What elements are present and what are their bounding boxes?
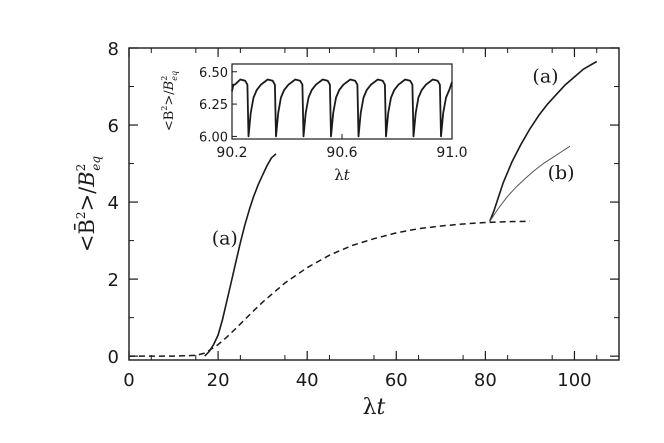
annotation-label: (a) bbox=[212, 227, 238, 249]
inset-x-tick-label: 90.2 bbox=[216, 145, 247, 161]
y-tick-label: 4 bbox=[108, 193, 119, 214]
inset-y-tick-label: 6.25 bbox=[199, 98, 228, 113]
inset-series-line bbox=[231, 78, 453, 138]
y-tick-label: 6 bbox=[108, 116, 119, 137]
main-y-ticks: 0 2 4 6 8 bbox=[108, 39, 619, 368]
y-tick-label: 8 bbox=[108, 39, 119, 60]
series-line-1 bbox=[204, 153, 277, 357]
main-series-group bbox=[129, 60, 598, 357]
x-tick-label: 60 bbox=[385, 370, 408, 391]
inset-plot-frame bbox=[231, 63, 453, 140]
x-tick-label: 20 bbox=[207, 370, 230, 391]
x-tick-label: 40 bbox=[296, 370, 319, 391]
series-line-2 bbox=[489, 60, 598, 222]
main-annotations: (a) (a) (b) bbox=[212, 66, 575, 250]
inset-x-tick-label: 90.6 bbox=[326, 145, 357, 161]
svg-text:<B̄2>/B2eq: <B̄2>/B2eq bbox=[74, 156, 103, 253]
inset-y-tick-label: 6.50 bbox=[199, 66, 228, 81]
main-y-axis-label: <B̄2>/B2eq bbox=[74, 156, 103, 253]
inset-y-axis-label: <B2>/B2eq bbox=[160, 71, 179, 131]
annotation-label: (b) bbox=[548, 162, 575, 184]
x-tick-label: 100 bbox=[557, 370, 591, 391]
y-tick-label: 0 bbox=[108, 347, 119, 368]
svg-text:<B2>/B2eq: <B2>/B2eq bbox=[160, 71, 179, 131]
y-tick-label: 2 bbox=[108, 270, 119, 291]
x-tick-label: 80 bbox=[474, 370, 497, 391]
series-line-0 bbox=[129, 220, 530, 357]
series-line-3 bbox=[489, 145, 571, 222]
inset-series-group bbox=[231, 78, 453, 138]
inset-x-tick-label: 91.0 bbox=[436, 145, 467, 161]
annotation-label: (a) bbox=[532, 66, 558, 88]
inset-y-ticks: 6.00 6.25 6.50 bbox=[199, 66, 237, 145]
x-tick-label: 0 bbox=[123, 370, 134, 391]
inset-y-tick-label: 6.00 bbox=[199, 130, 228, 145]
inset-x-ticks: 90.2 90.6 91.0 bbox=[216, 134, 468, 161]
inset-x-axis-label: λt bbox=[334, 166, 351, 184]
main-x-axis-label: λt bbox=[363, 395, 386, 420]
